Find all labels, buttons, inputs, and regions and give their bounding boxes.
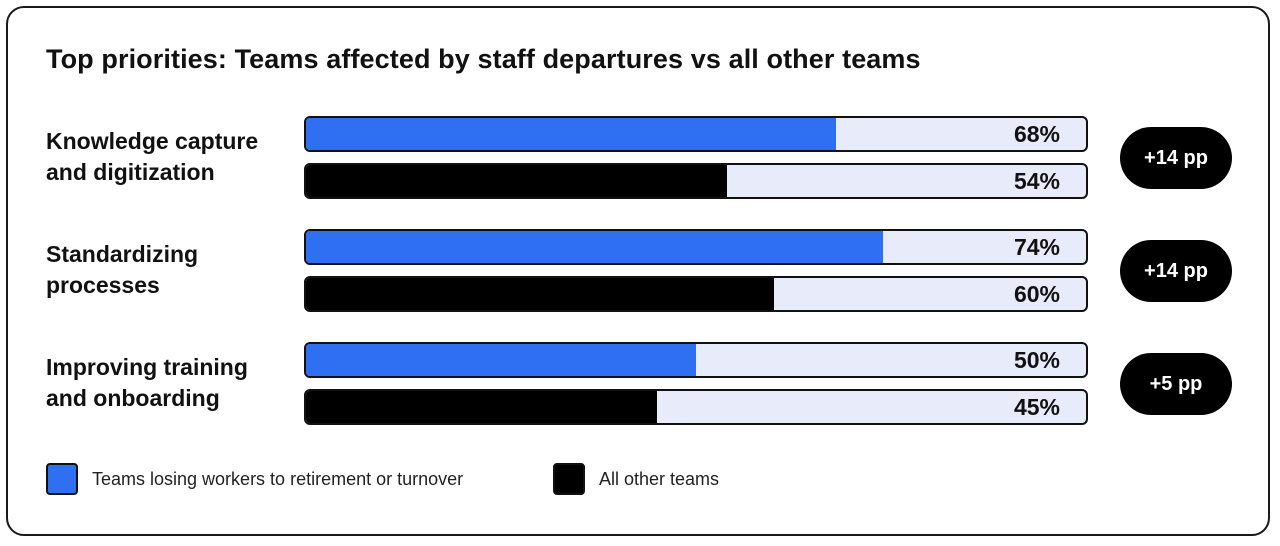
category-label-line: and digitization	[46, 159, 215, 185]
difference-badge: +5 pp	[1120, 353, 1232, 415]
category-label-line: processes	[46, 272, 160, 298]
category-label-line: Standardizing	[46, 241, 199, 267]
difference-badge: +14 pp	[1120, 127, 1232, 189]
bar-value-label: 60%	[1013, 281, 1060, 307]
legend-label-other: All other teams	[599, 468, 720, 489]
bar-track: 68%	[304, 116, 1088, 152]
bar-track: 45%	[304, 389, 1088, 425]
bar-value-label: 50%	[1013, 347, 1060, 373]
bar-other-teams	[306, 391, 657, 423]
bar-retirement	[306, 344, 696, 376]
legend-item-retirement: Teams losing workers to retirement or tu…	[46, 462, 463, 496]
chart-card	[6, 6, 1270, 536]
category-label-line: Knowledge capture	[46, 128, 259, 154]
legend-swatch-blue	[46, 463, 78, 495]
bar-value-label: 45%	[1013, 394, 1060, 420]
category-label-line: and onboarding	[46, 385, 220, 411]
bar-value-label: 54%	[1013, 168, 1060, 194]
bar-value-label: 74%	[1013, 234, 1060, 260]
chart-title: Top priorities: Teams affected by staff …	[46, 44, 921, 74]
difference-badge: +14 pp	[1120, 240, 1232, 302]
category-label: Standardizing processes	[46, 239, 296, 301]
legend-item-other: All other teams	[553, 462, 719, 496]
bar-track: 60%	[304, 276, 1088, 312]
bar-track: 50%	[304, 342, 1088, 378]
bar-track: 74%	[304, 229, 1088, 265]
bar-value-label: 68%	[1013, 121, 1060, 147]
bar-other-teams	[306, 278, 774, 310]
legend-swatch-black	[553, 463, 585, 495]
bar-retirement	[306, 118, 836, 150]
bar-other-teams	[306, 165, 727, 197]
bar-track: 54%	[304, 163, 1088, 199]
category-label-line: Improving training	[46, 354, 248, 380]
legend-label-retirement: Teams losing workers to retirement or tu…	[92, 468, 464, 489]
category-label: Improving training and onboarding	[46, 352, 296, 414]
category-label: Knowledge capture and digitization	[46, 126, 296, 188]
bar-retirement	[306, 231, 883, 263]
